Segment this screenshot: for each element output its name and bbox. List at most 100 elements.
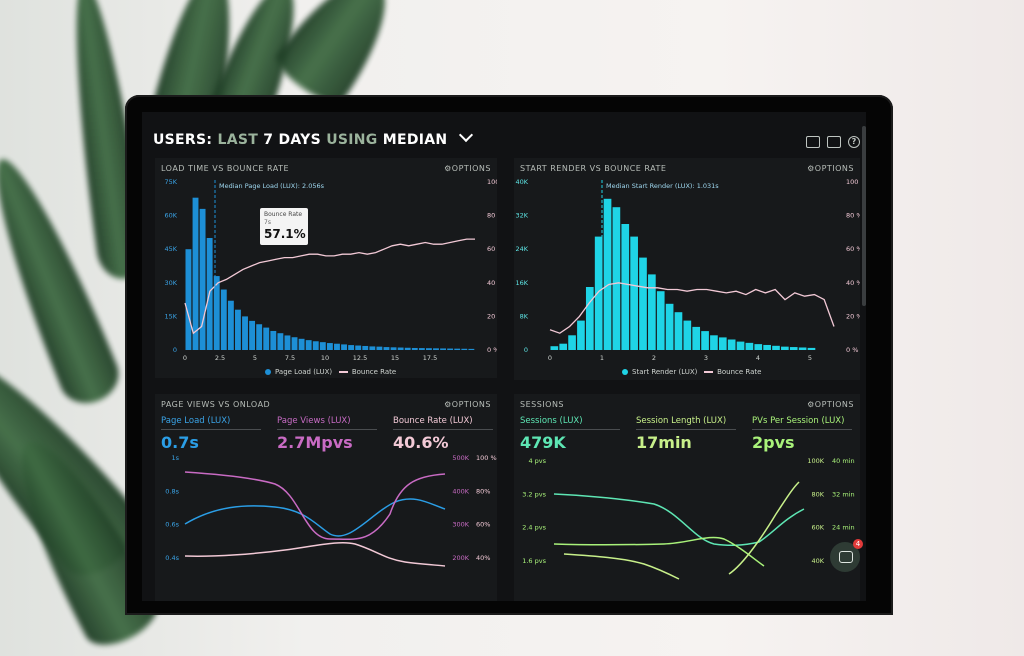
- stat-value: 0.7s: [161, 433, 199, 452]
- x-tick-label: 0: [183, 354, 187, 362]
- bounce-rate-line: [184, 238, 475, 335]
- panel-load-time: LOAD TIME VS BOUNCE RATE OPTIONS 75K 60K 4…: [155, 158, 497, 378]
- bar: [383, 347, 390, 350]
- x-tick-label: 4: [756, 354, 760, 362]
- x-tick-label: 3: [704, 354, 708, 362]
- stat-value: 2pvs: [752, 433, 795, 452]
- bar: [362, 345, 369, 350]
- x-tick-label: 5: [253, 354, 257, 362]
- options-button[interactable]: OPTIONS: [807, 400, 854, 409]
- stat-value: 40.6%: [393, 433, 449, 452]
- bar: [390, 347, 397, 350]
- bar: [683, 320, 692, 350]
- bar: [284, 335, 291, 350]
- bar: [213, 276, 220, 350]
- y2-tick-label: 40 %: [846, 279, 860, 287]
- y-tick-label: 24K: [515, 245, 528, 253]
- bar: [594, 236, 603, 350]
- y2-tick-label: 60 %: [846, 245, 860, 253]
- options-button[interactable]: OPTIONS: [444, 164, 491, 173]
- x-tick-label: 2.5: [215, 354, 225, 362]
- options-button[interactable]: OPTIONS: [444, 400, 491, 409]
- x-tick-label: 15: [391, 354, 399, 362]
- legend-bar-label: Start Render (LUX): [632, 368, 698, 376]
- bar: [397, 347, 404, 350]
- y3-tick-label: 60%: [476, 521, 490, 529]
- bar: [249, 320, 256, 350]
- bar: [718, 337, 727, 350]
- options-button[interactable]: OPTIONS: [807, 164, 854, 173]
- y3-tick-label: 40 min: [832, 457, 855, 465]
- stat-label: Page Load (LUX): [161, 416, 231, 426]
- pvs-per-session-line: [563, 553, 680, 580]
- tooltip: Bounce Rate 7s 57.1%: [260, 208, 308, 245]
- tooltip-sub: 7s: [264, 219, 271, 226]
- chat-launcher-button[interactable]: 4: [830, 539, 863, 572]
- tooltip-value: 57.1%: [264, 227, 306, 241]
- y-tick-label: 0: [524, 346, 528, 354]
- bar: [665, 303, 674, 350]
- page-views-line: [184, 471, 446, 541]
- bar: [341, 344, 347, 350]
- bar: [369, 346, 376, 350]
- y2-tick-label: 40 %: [487, 279, 497, 287]
- x-tick-label: 7.5: [285, 354, 295, 362]
- dashboard-title[interactable]: USERS: LAST 7 DAYS USING MEDIAN: [153, 127, 473, 148]
- bar: [376, 346, 383, 350]
- bar: [411, 347, 418, 350]
- y-tick-label: 4 pvs: [528, 457, 546, 465]
- bar: [440, 348, 447, 350]
- bar: [789, 347, 798, 350]
- legend-swatch-bar: [622, 369, 628, 375]
- bar: [355, 345, 362, 350]
- bar: [701, 331, 709, 350]
- bar: [291, 337, 298, 350]
- bar: [568, 335, 576, 350]
- legend-swatch-bar: [265, 369, 271, 375]
- bounce-rate-line: [184, 541, 446, 567]
- y-tick-label: 75K: [164, 178, 177, 186]
- bar: [447, 348, 454, 350]
- divider: [636, 429, 736, 430]
- divider: [752, 429, 852, 430]
- bar: [277, 333, 284, 350]
- pvs-per-session-line: [728, 481, 800, 575]
- image-icon[interactable]: [827, 136, 841, 148]
- y3-tick-label: 32 min: [832, 490, 855, 498]
- help-icon[interactable]: ?: [848, 136, 860, 148]
- y-tick-label: 1s: [171, 454, 179, 462]
- panel-start-render: START RENDER VS BOUNCE RATE OPTIONS 40K 3…: [514, 158, 860, 380]
- bar: [772, 345, 780, 350]
- y2-tick-label: 100 %: [846, 178, 860, 186]
- chevron-down-icon[interactable]: [458, 127, 473, 143]
- x-tick-label: 1: [600, 354, 604, 362]
- monitor-icon[interactable]: [806, 136, 820, 148]
- bar: [425, 348, 432, 350]
- y3-tick-label: 40%: [476, 554, 490, 562]
- bar: [745, 342, 754, 350]
- load-time-chart: 75K 60K 45K 30K 15K 0 100 % 80 % 60 % 40 % 20 % 0 %…: [164, 178, 497, 362]
- y-tick-label: 0: [173, 346, 177, 354]
- y2-tick-label: 80 %: [487, 212, 497, 220]
- scrollbar[interactable]: [862, 126, 866, 306]
- bar: [692, 326, 701, 350]
- legend-line-label: Bounce Rate: [351, 368, 397, 376]
- y2-tick-label: 0 %: [846, 346, 858, 354]
- y-tick-label: 0.8s: [165, 487, 179, 495]
- bar: [612, 207, 621, 350]
- x-tick-label: 10: [321, 354, 329, 362]
- panel-page-views: PAGE VIEWS VS ONLOAD OPTIONS Page Load (…: [155, 394, 497, 601]
- y-tick-label: 2.4 pvs: [522, 524, 546, 532]
- y-tick-label: 40K: [515, 178, 528, 186]
- bar: [577, 320, 585, 350]
- y2-tick-label: 20 %: [846, 312, 860, 320]
- bar: [454, 348, 461, 350]
- x-tick-label: 5: [808, 354, 812, 362]
- divider: [277, 429, 377, 430]
- notification-badge: 4: [853, 539, 863, 549]
- stat-value: 17min: [636, 433, 692, 452]
- y2-tick-label: 100 %: [487, 178, 497, 186]
- y-tick-label: 8K: [520, 312, 529, 320]
- sessions-chart: 4 pvs 3.2 pvs 2.4 pvs 1.6 pvs 100K 80K 60K 40K 4…: [522, 457, 855, 580]
- panel-title: LOAD TIME VS BOUNCE RATE: [161, 164, 290, 173]
